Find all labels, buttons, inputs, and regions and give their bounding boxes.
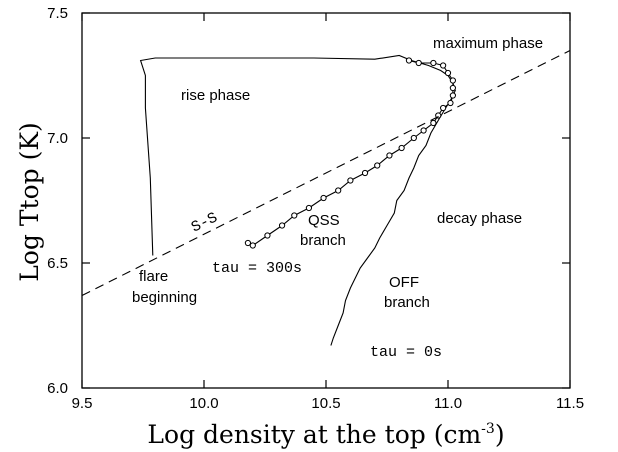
annotation-s-s: S-S <box>189 209 221 236</box>
annotation-off: OFF <box>389 274 419 291</box>
data-point <box>440 104 447 112</box>
annotation-qss-branch: branch <box>300 232 346 249</box>
series-line-1 <box>247 59 454 247</box>
data-point <box>291 212 298 219</box>
series-line-0 <box>139 54 456 346</box>
data-point <box>410 134 417 142</box>
plot-frame <box>81 12 571 389</box>
y-tick-label: 7.0 <box>47 130 68 147</box>
data-point <box>264 232 271 239</box>
data-point <box>335 187 342 194</box>
data-point <box>386 152 393 159</box>
x-axis-title: Log density at the top (cm-3) <box>147 420 504 449</box>
y-axis-title: Log Ttop (K) <box>15 122 44 282</box>
data-point <box>420 127 427 134</box>
x-tick-label: 11.0 <box>434 395 462 412</box>
data-point <box>449 92 456 99</box>
annotation-decay-phase: decay phase <box>437 210 522 227</box>
x-tick-label: 10.5 <box>311 395 340 412</box>
annotation-beginning: beginning <box>132 289 197 306</box>
data-point <box>430 119 437 127</box>
annotations: maximum phase rise phase S-S QSS branch … <box>132 35 543 361</box>
y-tick-label: 7.5 <box>47 5 68 22</box>
y-tick-label: 6.0 <box>47 380 68 397</box>
data-point <box>449 84 456 92</box>
y-axis-ticks: 6.0 6.5 7.0 7.5 <box>47 5 570 397</box>
annotation-off-branch: branch <box>384 294 430 311</box>
y-tick-label: 6.5 <box>47 255 68 272</box>
series-line-2 <box>81 50 571 296</box>
series-layer <box>81 50 571 346</box>
data-point <box>361 169 369 177</box>
annotation-qss: QSS <box>308 212 340 229</box>
data-point <box>444 69 452 77</box>
data-point <box>415 59 422 67</box>
data-point <box>249 242 256 249</box>
x-tick-label: 10.0 <box>189 395 218 412</box>
data-point <box>398 144 405 152</box>
annotation-tau-300s: tau = 300s <box>212 260 302 277</box>
x-axis-ticks: 9.5 10.0 10.5 11.0 11.5 <box>72 13 584 412</box>
data-point <box>244 239 252 247</box>
data-point <box>347 177 354 184</box>
x-axis-title-superscript: -3 <box>481 421 495 437</box>
data-point <box>430 59 437 67</box>
data-point <box>278 222 286 229</box>
annotation-rise-phase: rise phase <box>181 87 250 104</box>
annotation-tau-0s: tau = 0s <box>370 344 442 361</box>
data-point <box>405 57 413 64</box>
data-point <box>374 162 381 169</box>
annotation-flare: flare <box>139 268 168 285</box>
data-point <box>449 77 456 84</box>
x-tick-label: 9.5 <box>72 395 93 412</box>
x-tick-label: 11.5 <box>556 395 584 412</box>
data-point <box>305 204 313 212</box>
data-point <box>447 99 454 107</box>
annotation-maximum-phase: maximum phase <box>433 35 543 52</box>
data-point <box>320 194 327 202</box>
data-point <box>440 62 447 69</box>
